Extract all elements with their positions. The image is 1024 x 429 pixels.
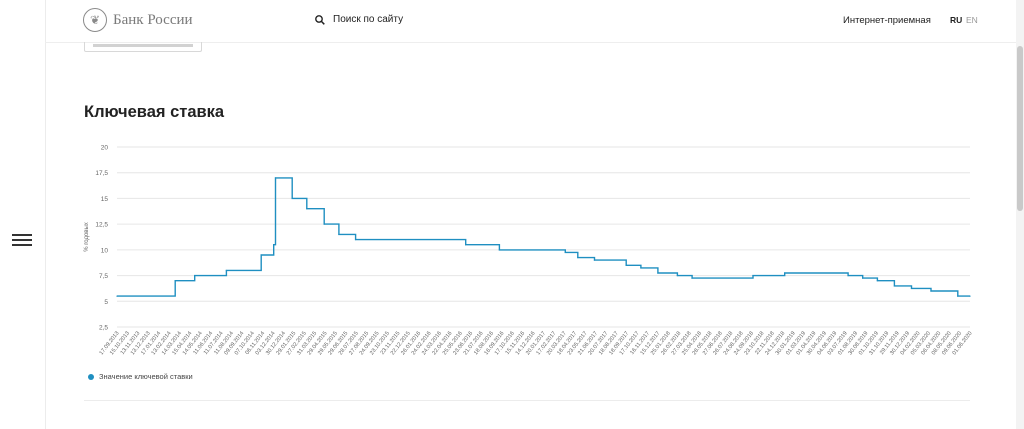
data-point [354, 238, 357, 241]
y-tick-label: 7,5 [99, 273, 108, 280]
data-point [498, 249, 501, 251]
y-tick-label: 10 [101, 247, 109, 254]
site-header: ❦ Банк России Поиск по сайту Интернет-пр… [45, 0, 1016, 43]
y-tick-label: 17,5 [95, 170, 108, 177]
data-point [194, 274, 196, 277]
reception-link[interactable]: Интернет-приемная [843, 15, 931, 26]
legend-label: Значение ключевой ставки [99, 372, 193, 381]
data-point [862, 277, 864, 279]
y-tick-label: 2,5 [99, 325, 108, 332]
section-divider [84, 400, 970, 401]
data-point [691, 277, 693, 279]
key-rate-line [117, 177, 970, 297]
legend-marker [88, 373, 94, 380]
data-point [174, 280, 176, 282]
data-point [306, 208, 308, 210]
data-point [847, 274, 849, 277]
data-point [593, 259, 596, 261]
search-label: Поиск по сайту [333, 14, 404, 25]
lang-en[interactable]: EN [966, 15, 978, 25]
left-rail [0, 0, 46, 429]
data-point [969, 295, 971, 297]
scrollbar[interactable] [1016, 0, 1024, 429]
date-range-field[interactable] [84, 42, 202, 52]
chart-legend: Значение ключевой ставки [88, 372, 193, 381]
data-point [273, 244, 275, 246]
data-point [657, 272, 659, 274]
y-axis-label: % годовых [84, 222, 90, 252]
data-point [225, 269, 227, 272]
data-point [323, 223, 325, 225]
data-point [564, 251, 566, 254]
lang-ru[interactable]: RU [950, 15, 963, 25]
data-point [260, 254, 262, 256]
data-point [876, 280, 878, 282]
data-point [338, 233, 340, 236]
y-tick-label: 15 [101, 196, 109, 203]
data-point [752, 274, 754, 277]
page-title: Ключевая ставка [84, 103, 225, 121]
menu-icon[interactable] [12, 234, 32, 246]
search-icon [315, 14, 325, 25]
data-point [274, 177, 277, 179]
logo[interactable]: ❦ Банк России [83, 8, 193, 32]
y-tick-label: 20 [101, 145, 109, 152]
data-point [640, 267, 642, 269]
scrollbar-thumb[interactable] [1017, 46, 1023, 211]
data-point [291, 197, 293, 200]
search-link[interactable]: Поиск по сайту [315, 14, 403, 25]
data-point [957, 295, 959, 297]
data-point [893, 285, 896, 287]
data-point [784, 272, 786, 274]
y-tick-label: 12,5 [95, 222, 108, 229]
data-point [676, 274, 679, 277]
emblem-icon: ❦ [83, 8, 107, 32]
data-point [577, 256, 579, 259]
data-point [930, 290, 932, 292]
data-point [465, 244, 467, 246]
data-point [625, 264, 627, 266]
data-point [910, 287, 913, 290]
logo-text: Банк России [113, 11, 193, 28]
data-point [116, 295, 118, 297]
y-tick-label: 5 [104, 299, 108, 306]
